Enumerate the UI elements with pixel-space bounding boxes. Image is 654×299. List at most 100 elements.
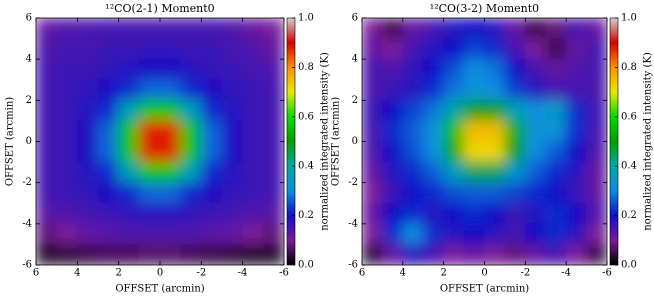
- x-tick-label: -2: [196, 268, 206, 279]
- heatmap-cell: [402, 79, 424, 101]
- x-tick-label: -2: [520, 268, 530, 279]
- heatmap-cell: [443, 99, 465, 122]
- y-tick-label: 6: [352, 13, 358, 24]
- heatmap-cell: [362, 243, 383, 265]
- heatmap-cell: [463, 161, 485, 184]
- y-tick-label: 6: [26, 13, 32, 24]
- heatmap-cell: [524, 38, 547, 60]
- heatmap-cell: [138, 38, 161, 60]
- heatmap-cell: [97, 182, 120, 204]
- heatmap-cell: [118, 223, 140, 245]
- chart-title: ¹²CO(2-1) Moment0: [105, 2, 214, 15]
- heatmap-cell: [422, 120, 445, 142]
- heatmap-cell: [362, 182, 383, 204]
- heatmap-cell: [545, 202, 567, 225]
- heatmap-cell: [422, 18, 445, 40]
- y-tick-label: 2: [352, 95, 358, 106]
- heatmap-cell: [504, 58, 526, 81]
- heatmap-cell: [402, 161, 424, 184]
- heatmap-cell: [200, 120, 223, 142]
- heatmap-cell: [242, 243, 264, 265]
- heatmap-cell: [422, 99, 445, 122]
- heatmap-cell: [56, 99, 78, 122]
- heatmap-cell: [586, 141, 607, 163]
- heatmap-cell: [504, 223, 526, 245]
- heatmap-cell: [443, 38, 465, 60]
- heatmap-cell: [443, 141, 465, 163]
- colorbar-tick-label: 0.4: [298, 161, 314, 172]
- x-tick-label: 2: [115, 268, 121, 279]
- heatmap-cell: [463, 202, 485, 225]
- heatmap-cell: [463, 58, 485, 81]
- heatmap-cell: [118, 120, 140, 142]
- heatmap-cell: [524, 161, 547, 184]
- heatmap-cell: [381, 79, 404, 101]
- heatmap-cell: [443, 161, 465, 184]
- x-tick-label: 6: [359, 268, 365, 279]
- heatmap-cell: [200, 58, 223, 81]
- heatmap-cell: [504, 141, 526, 163]
- heatmap-cell: [138, 243, 161, 265]
- heatmap-cell: [524, 79, 547, 101]
- x-tick-label: -4: [238, 268, 248, 279]
- heatmap-cell: [381, 120, 404, 142]
- y-tick-label: 4: [352, 54, 358, 65]
- y-tick-label: 4: [26, 54, 32, 65]
- heatmap-cell: [484, 58, 506, 81]
- colorbar-tick-label: 0.0: [298, 260, 314, 271]
- y-tick-label: -4: [22, 218, 32, 229]
- x-tick-label: -6: [602, 268, 612, 279]
- heatmap-cell: [524, 58, 547, 81]
- colorbar-tick-label: 0.8: [621, 62, 637, 73]
- heatmap-cell: [443, 120, 465, 142]
- heatmap-cell: [221, 223, 244, 245]
- heatmap-cell: [138, 120, 161, 142]
- heatmap-cell: [362, 141, 383, 163]
- heatmap-cell: [262, 79, 284, 101]
- heatmap-cell: [76, 38, 99, 60]
- heatmap-cell: [443, 243, 465, 265]
- heatmap-cell: [262, 58, 284, 81]
- y-tick-label: -4: [348, 218, 358, 229]
- heatmap-cell: [76, 141, 99, 163]
- heatmap-cell: [97, 99, 120, 122]
- heatmap-cell: [504, 243, 526, 265]
- heatmap-cell: [76, 182, 99, 204]
- heatmap-cell: [36, 58, 58, 81]
- heatmap-cell: [221, 243, 244, 265]
- heatmap-cell: [159, 38, 182, 60]
- x-axis-label: OFFSET (arcmin): [440, 284, 529, 295]
- heatmap-cell: [118, 243, 140, 265]
- heatmap-cell: [381, 161, 404, 184]
- heatmap-cell: [524, 243, 547, 265]
- heatmap-cell: [180, 18, 202, 40]
- heatmap-cell: [402, 99, 424, 122]
- heatmap-cell: [97, 141, 120, 163]
- heatmap-cell: [262, 120, 284, 142]
- heatmap-cell: [565, 141, 588, 163]
- heatmap-cell: [402, 202, 424, 225]
- heatmap-cell: [221, 18, 244, 40]
- heatmap-cell: [56, 182, 78, 204]
- heatmap-cell: [118, 79, 140, 101]
- heatmap-cell: [221, 79, 244, 101]
- heatmap-cell: [524, 18, 547, 40]
- heatmap-cell: [402, 58, 424, 81]
- heatmap-cell: [545, 223, 567, 245]
- x-tick-label: -6: [279, 268, 289, 279]
- heatmap-cell: [97, 202, 120, 225]
- heatmap-cell: [443, 58, 465, 81]
- heatmap-cell: [97, 18, 120, 40]
- heatmap-cell: [524, 202, 547, 225]
- heatmap-cell: [97, 120, 120, 142]
- heatmap-cell: [159, 243, 182, 265]
- colorbar-tick-label: 1.0: [621, 13, 637, 24]
- heatmap-cell: [221, 58, 244, 81]
- heatmap-cell: [56, 18, 78, 40]
- heatmap-cell: [36, 38, 58, 60]
- heatmap-cell: [262, 141, 284, 163]
- heatmap-cell: [36, 18, 58, 40]
- heatmap-cell: [586, 161, 607, 184]
- heatmap-cell: [262, 202, 284, 225]
- heatmap-cell: [484, 161, 506, 184]
